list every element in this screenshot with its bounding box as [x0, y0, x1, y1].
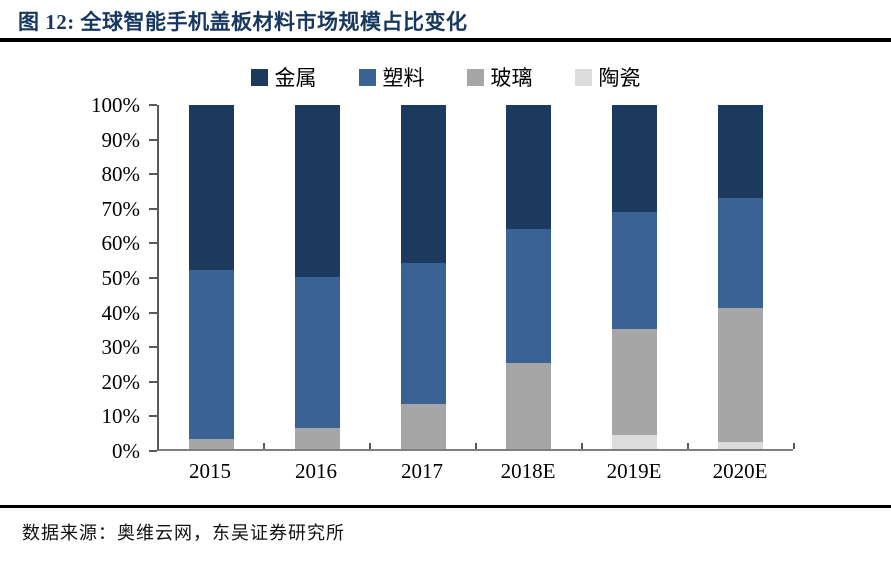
- bar-2018E: [506, 105, 552, 449]
- segment-plastic-2018E: [506, 228, 552, 363]
- title-divider-rule: [0, 38, 891, 42]
- legend-swatch-glass-icon: [466, 68, 484, 86]
- y-tick-60%: [149, 242, 157, 245]
- y-tick-90%: [149, 138, 157, 141]
- y-tick-80%: [149, 173, 157, 176]
- x-tick-5: [687, 443, 689, 449]
- y-label-30%: 30%: [101, 335, 141, 360]
- y-tick-10%: [149, 415, 157, 418]
- y-tick-50%: [149, 277, 157, 279]
- plot-area: [149, 104, 795, 452]
- segment-plastic-2016: [294, 277, 340, 429]
- x-label-2015: 2015: [189, 459, 231, 483]
- segment-glass-2020E: [717, 307, 763, 443]
- data-source-caption: 数据来源：奥维云网，东吴证券研究所: [22, 523, 345, 543]
- x-label-2020E: 2020E: [712, 459, 768, 483]
- legend-label-ceramic: 陶瓷: [598, 66, 641, 90]
- y-label-0%: 0%: [112, 439, 140, 463]
- y-tick-40%: [149, 311, 157, 314]
- x-label-2018E: 2018E: [500, 459, 556, 483]
- segment-metal-2018E: [506, 105, 552, 229]
- x-label-2017: 2017: [401, 459, 443, 483]
- y-tick-70%: [149, 207, 157, 210]
- x-tick-4: [581, 443, 583, 449]
- legend-item-glass: 玻璃: [466, 62, 533, 92]
- y-tick-100%: [149, 104, 157, 106]
- segment-glass-2015: [189, 438, 235, 449]
- legend-swatch-plastic-icon: [358, 68, 376, 86]
- y-label-100%: 100%: [91, 93, 140, 117]
- segment-metal-2015: [189, 105, 235, 271]
- figure-title: 图 12: 全球智能手机盖板材料市场规模占比变化: [18, 10, 468, 34]
- segment-plastic-2020E: [717, 197, 763, 308]
- legend-swatch-ceramic-icon: [574, 68, 592, 86]
- y-label-10%: 10%: [101, 404, 141, 429]
- y-label-40%: 40%: [101, 300, 141, 325]
- segment-ceramic-2019E: [611, 435, 657, 449]
- y-label-60%: 60%: [101, 231, 141, 256]
- y-label-50%: 50%: [101, 266, 141, 290]
- legend-item-metal: 金属: [250, 62, 317, 92]
- footer-divider-rule: [0, 505, 891, 508]
- y-tick-0%: [149, 450, 157, 452]
- bar-2017: [400, 105, 446, 449]
- x-tick-6: [793, 443, 795, 449]
- segment-metal-2016: [294, 105, 340, 278]
- bars-container: [159, 105, 793, 449]
- x-tick-2: [369, 443, 371, 449]
- legend-label-metal: 金属: [274, 66, 317, 90]
- segment-plastic-2015: [189, 270, 235, 439]
- y-label-80%: 80%: [101, 162, 141, 187]
- x-label-2019E: 2019E: [606, 459, 662, 483]
- segment-ceramic-2020E: [717, 442, 763, 449]
- y-tick-20%: [149, 380, 157, 383]
- segment-glass-2019E: [611, 328, 657, 436]
- bar-2020E: [717, 105, 763, 449]
- bar-2015: [189, 105, 235, 449]
- bar-2016: [294, 105, 340, 449]
- x-axis-labels: 2015 2016 2017 2018E 2019E 2020E: [157, 459, 793, 484]
- x-tick-1: [263, 443, 265, 449]
- segment-metal-2019E: [611, 105, 657, 212]
- y-label-90%: 90%: [101, 127, 141, 152]
- bar-2019E: [611, 105, 657, 449]
- legend-label-plastic: 塑料: [382, 66, 425, 90]
- legend-swatch-metal-icon: [250, 68, 268, 86]
- legend-label-glass: 玻璃: [490, 66, 533, 90]
- y-label-70%: 70%: [101, 196, 141, 221]
- chart-legend: 金属 塑料 玻璃 陶瓷: [0, 62, 891, 92]
- legend-item-plastic: 塑料: [358, 62, 425, 92]
- segment-metal-2017: [400, 105, 446, 264]
- y-tick-30%: [149, 346, 157, 349]
- legend-item-ceramic: 陶瓷: [574, 62, 641, 92]
- segment-glass-2018E: [506, 363, 552, 449]
- x-tick-3: [475, 443, 477, 449]
- segment-glass-2016: [294, 428, 340, 449]
- segment-glass-2017: [400, 404, 446, 449]
- y-label-20%: 20%: [101, 369, 141, 394]
- segment-plastic-2017: [400, 263, 446, 405]
- segment-metal-2020E: [717, 105, 763, 198]
- segment-plastic-2019E: [611, 211, 657, 329]
- x-label-2016: 2016: [295, 459, 337, 483]
